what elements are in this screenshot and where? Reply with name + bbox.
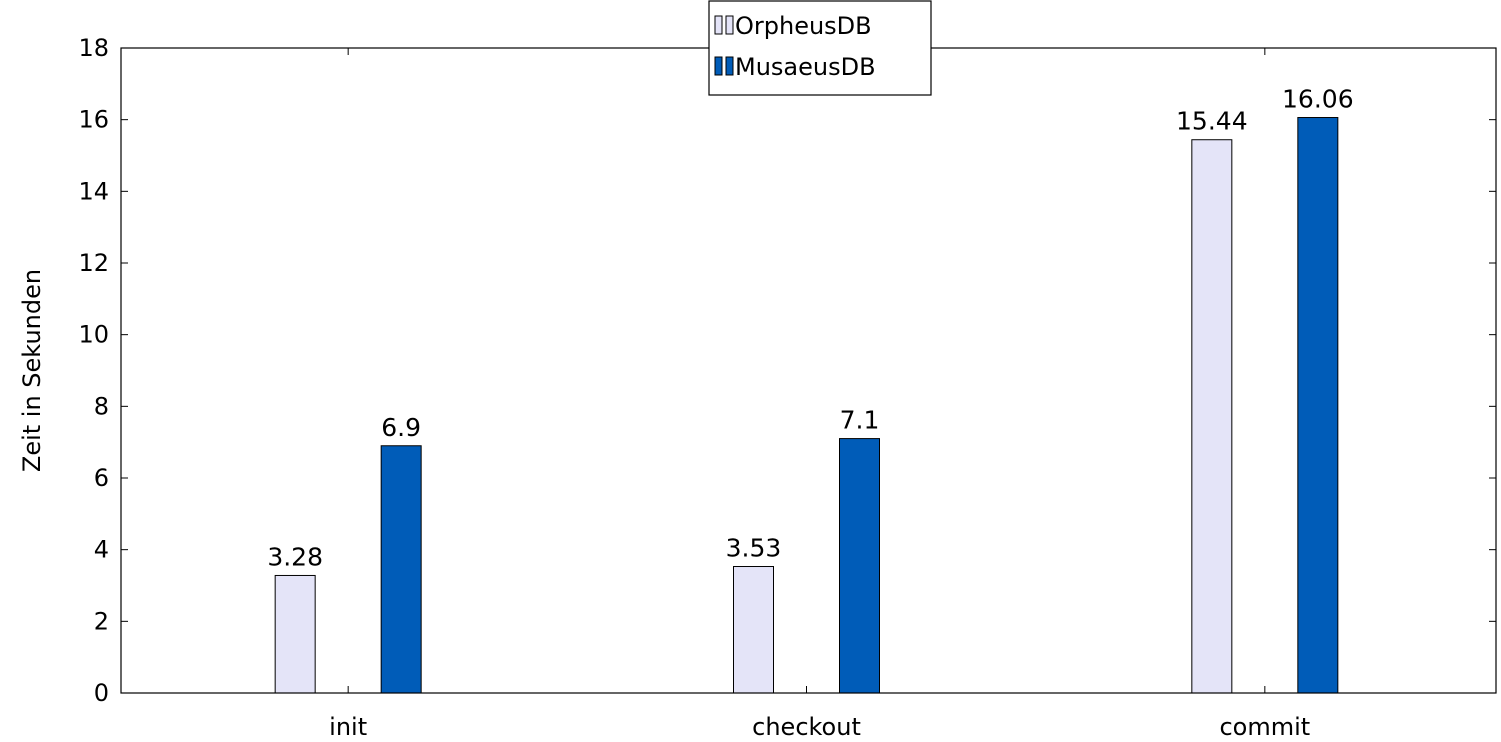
legend-swatch: [725, 56, 734, 76]
legend-swatch: [714, 56, 723, 76]
y-tick-label: 10: [78, 321, 109, 349]
data-label: 3.28: [267, 542, 323, 571]
y-tick-label: 0: [94, 679, 109, 707]
legend-box: [708, 0, 932, 96]
legend: OrpheusDB MusaeusDB: [708, 0, 932, 96]
x-tick-label: commit: [1219, 713, 1310, 741]
bars: 3.28 6.9 3.53 7.1 15.44 16.06: [267, 85, 1354, 694]
data-label: 6.9: [381, 413, 421, 442]
data-label: 7.1: [840, 406, 880, 435]
y-axis-ticks: 0 2 4 6 8 10 12 14 16 18: [78, 34, 1496, 707]
x-tick-label: init: [329, 713, 367, 741]
legend-entry-label: OrpheusDB: [735, 12, 872, 40]
y-tick-label: 8: [94, 392, 109, 420]
data-label: 3.53: [726, 534, 782, 563]
plot-frame: [120, 47, 1497, 694]
legend-entry-label: MusaeusDB: [735, 53, 876, 81]
y-axis-label: Zeit in Sekunden: [18, 269, 46, 472]
bar-musaeusdb-init: [380, 445, 422, 694]
y-tick-label: 12: [78, 249, 109, 277]
y-tick-label: 18: [78, 34, 109, 62]
data-label: 16.06: [1282, 85, 1354, 114]
y-tick-label: 16: [78, 106, 109, 134]
legend-swatch: [714, 15, 723, 35]
y-tick-label: 14: [78, 177, 109, 205]
bar-musaeusdb-checkout: [839, 438, 880, 694]
y-tick-label: 6: [94, 464, 109, 492]
x-tick-label: checkout: [752, 713, 861, 741]
bar-musaeusdb-commit: [1297, 117, 1339, 694]
legend-swatch: [725, 15, 734, 35]
y-tick-label: 2: [94, 607, 109, 635]
bar-orpheusdb-checkout: [733, 566, 774, 694]
y-tick-label: 4: [94, 536, 109, 564]
data-label: 15.44: [1176, 107, 1248, 136]
bar-orpheusdb-init: [274, 574, 316, 694]
x-axis-ticks: init checkout commit: [329, 48, 1310, 741]
bar-orpheusdb-commit: [1191, 139, 1233, 694]
